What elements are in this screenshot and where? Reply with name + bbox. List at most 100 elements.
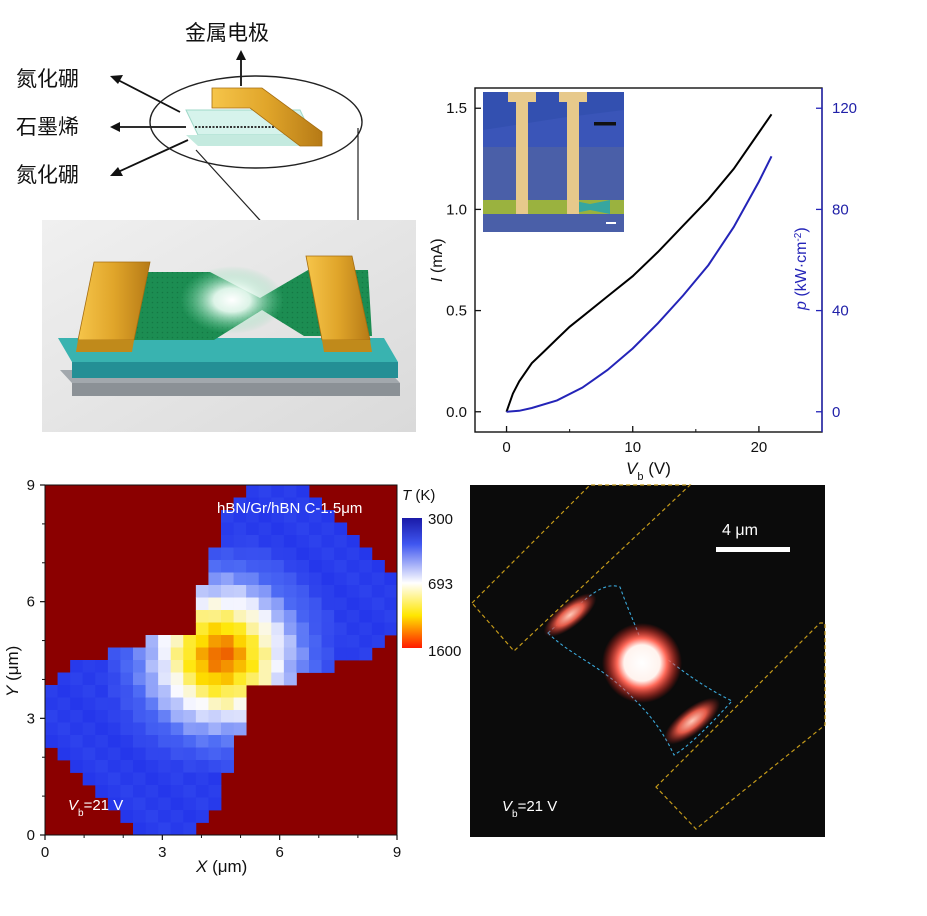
temperature-pixel xyxy=(283,610,297,623)
temperature-pixel xyxy=(371,572,385,586)
temperature-pixel xyxy=(95,697,109,711)
temperature-pixel xyxy=(133,785,146,798)
temperature-pixel xyxy=(296,522,310,536)
temperature-pixel xyxy=(195,635,209,648)
temperature-pixel xyxy=(120,685,134,698)
temperature-pixel xyxy=(170,822,184,836)
temperature-pixel xyxy=(309,547,322,561)
temperature-pixel xyxy=(296,547,310,561)
temperature-pixel xyxy=(346,547,360,561)
temperature-pixel xyxy=(170,635,184,648)
temperature-pixel xyxy=(183,685,197,698)
temperature-pixel xyxy=(195,672,209,686)
temperature-pixel xyxy=(321,660,335,673)
temperature-pixel xyxy=(246,610,260,623)
temperature-pixel xyxy=(158,647,172,661)
temperature-pixel xyxy=(133,722,146,736)
temperature-pixel xyxy=(158,772,172,786)
temperature-pixel xyxy=(221,510,234,523)
temperature-pixel xyxy=(221,697,234,711)
temperature-pixel xyxy=(107,672,121,686)
colorbar-tick-1600: 1600 xyxy=(428,643,461,660)
temperature-pixel xyxy=(309,522,322,536)
temperature-pixel xyxy=(309,572,322,586)
temperature-pixel xyxy=(359,610,373,623)
temperature-pixel xyxy=(195,585,209,598)
temperature-pixel xyxy=(107,685,121,698)
temperature-pixel xyxy=(271,622,285,636)
hbn-bottom-arrow xyxy=(117,139,189,173)
temperature-pixel xyxy=(70,697,84,711)
temperature-pixel xyxy=(246,485,260,498)
temperature-pixel xyxy=(283,622,297,636)
temperature-pixel xyxy=(133,660,146,673)
temperature-pixel xyxy=(120,697,134,711)
temperature-pixel xyxy=(221,560,234,573)
temperature-pixel xyxy=(359,647,373,661)
temperature-pixel xyxy=(195,685,209,698)
temperature-pixel xyxy=(107,785,121,798)
temperature-pixel xyxy=(195,760,209,773)
hbn-top-arrow xyxy=(117,79,181,113)
temperature-pixel xyxy=(145,685,159,698)
temperature-pixel xyxy=(133,710,146,723)
hotspot-glow xyxy=(180,266,284,334)
temperature-pixel xyxy=(170,710,184,723)
micrograph-inset xyxy=(483,92,624,232)
temperature-pixel xyxy=(107,760,121,773)
temperature-pixel xyxy=(145,697,159,711)
temperature-pixel xyxy=(221,585,234,598)
temperature-pixel xyxy=(183,697,197,711)
map-xlabel: X (μm) xyxy=(195,857,247,876)
temperature-pixel xyxy=(271,572,285,586)
temperature-pixel xyxy=(145,822,159,836)
temperature-pixel xyxy=(359,622,373,636)
temperature-pixel xyxy=(246,660,260,673)
temperature-pixel xyxy=(258,622,272,636)
temperature-pixel xyxy=(309,560,322,573)
temperature-pixel xyxy=(246,585,260,598)
temperature-pixel xyxy=(233,697,247,711)
temperature-pixel xyxy=(221,647,234,661)
temperature-pixel xyxy=(170,772,184,786)
temperature-pixel xyxy=(258,485,272,498)
x-tick-label: 10 xyxy=(624,439,641,456)
temperature-pixel xyxy=(283,635,297,648)
current-series-line xyxy=(505,113,773,413)
temperature-pixel xyxy=(296,510,310,523)
temperature-pixel xyxy=(371,560,385,573)
temperature-pixel xyxy=(195,647,209,661)
temperature-pixel xyxy=(208,585,222,598)
temperature-pixel xyxy=(57,685,71,698)
temperature-pixel xyxy=(158,797,172,811)
temperature-pixel xyxy=(271,610,285,623)
temperature-pixel xyxy=(271,560,285,573)
temperature-pixel xyxy=(170,685,184,698)
temperature-pixel xyxy=(195,622,209,636)
temperature-pixel xyxy=(183,772,197,786)
temperature-pixel xyxy=(346,635,360,648)
temperature-pixel xyxy=(158,685,172,698)
temperature-pixel xyxy=(145,760,159,773)
temperature-pixel xyxy=(145,747,159,761)
temperature-pixel xyxy=(271,535,285,548)
temperature-pixel xyxy=(145,797,159,811)
temperature-pixel xyxy=(309,610,322,623)
temperature-pixel xyxy=(183,760,197,773)
temperature-pixel xyxy=(95,685,109,698)
temperature-pixel xyxy=(296,535,310,548)
temperature-pixel xyxy=(158,810,172,823)
temperature-pixel xyxy=(384,597,398,611)
hbn-top-label: 氮化硼 xyxy=(16,67,79,91)
temperature-pixel xyxy=(170,785,184,798)
temperature-pixel xyxy=(170,647,184,661)
temperature-pixel xyxy=(309,585,322,598)
temperature-pixel xyxy=(271,635,285,648)
temperature-pixel xyxy=(246,572,260,586)
temperature-pixel xyxy=(384,585,398,598)
temperature-pixel xyxy=(246,597,260,611)
temperature-pixel xyxy=(158,697,172,711)
temperature-pixel xyxy=(82,697,96,711)
temperature-pixel xyxy=(195,747,209,761)
temperature-pixel xyxy=(57,710,71,723)
